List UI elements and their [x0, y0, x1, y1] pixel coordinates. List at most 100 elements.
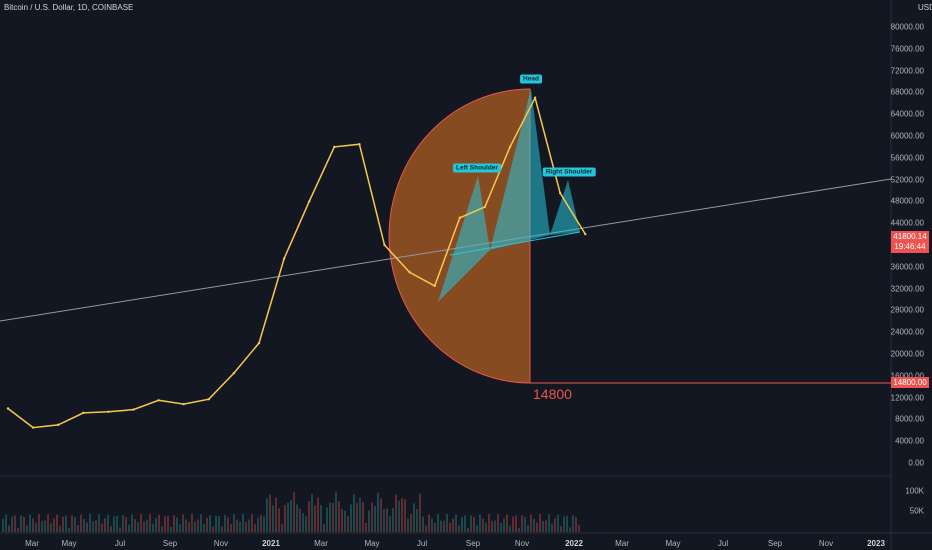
price-tick: 20000.00: [890, 349, 924, 359]
volume-bar: [551, 523, 553, 532]
price-point: [458, 216, 461, 219]
volume-bar: [359, 497, 361, 532]
price-point: [282, 257, 286, 260]
volume-bar: [194, 521, 196, 532]
volume-bar: [44, 520, 46, 532]
volume-bar: [353, 494, 355, 532]
time-tick: Mar: [615, 539, 629, 548]
volume-bar: [536, 522, 538, 532]
volume-bar: [344, 510, 346, 532]
volume-bar: [26, 525, 28, 532]
volume-bar: [431, 518, 433, 532]
volume-bar: [464, 515, 466, 532]
volume-bar: [545, 520, 547, 532]
time-tick: Jul: [114, 539, 126, 548]
volume-bar: [443, 520, 445, 532]
volume-bar: [278, 508, 280, 532]
target-label[interactable]: 14800: [533, 386, 572, 402]
volume-bar: [65, 515, 67, 532]
price-point: [6, 407, 10, 410]
price-tick: 8000.00: [895, 414, 924, 424]
volume-bar: [500, 523, 502, 532]
volume-bar: [461, 516, 463, 532]
volume-bar: [560, 525, 562, 532]
volume-bar: [56, 514, 58, 532]
volume-bar: [47, 514, 49, 532]
volume-bar: [446, 514, 448, 532]
price-tick: 80000.00: [890, 22, 924, 32]
volume-bar: [557, 514, 559, 532]
volume-bar: [101, 523, 103, 532]
time-tick: Jul: [717, 539, 729, 548]
volume-bar: [467, 527, 469, 532]
price-point: [31, 426, 35, 429]
volume-bar: [302, 513, 304, 532]
volume-bar: [410, 513, 412, 532]
volume-bar: [50, 523, 52, 532]
volume-bar: [449, 522, 451, 532]
price-tick: 64000.00: [890, 109, 924, 119]
volume-bar: [182, 514, 184, 532]
volume-bar: [197, 519, 199, 532]
volume-bar: [32, 518, 34, 532]
time-tick: Sep: [162, 539, 178, 548]
time-tick: 2021: [262, 539, 280, 548]
volume-bar: [239, 521, 241, 532]
volume-bar: [269, 494, 271, 532]
volume-bar: [110, 526, 112, 532]
volume-bar: [290, 500, 292, 532]
price-tick: 60000.00: [890, 131, 924, 141]
volume-bar: [23, 516, 25, 532]
volume-bar: [224, 514, 226, 532]
price-layer: [6, 95, 587, 429]
volume-bar: [518, 527, 520, 532]
volume-bar: [53, 518, 55, 532]
price-point: [82, 411, 85, 415]
time-tick: Nov: [514, 539, 530, 548]
time-tick: 2022: [565, 539, 583, 548]
volume-bar: [230, 524, 232, 532]
head-label[interactable]: Head: [520, 74, 542, 84]
volume-bar: [92, 521, 94, 532]
price-tick: 12000.00: [890, 393, 924, 403]
volume-bar: [485, 522, 487, 532]
price-series-line: [7, 95, 586, 429]
volume-bar: [554, 518, 556, 532]
volume-bar: [254, 524, 256, 532]
volume-bar: [233, 514, 235, 532]
price-tick: 36000.00: [890, 262, 924, 272]
volume-bar: [335, 492, 337, 532]
symbol-title[interactable]: Bitcoin / U.S. Dollar, 1D, COINBASE: [4, 3, 134, 12]
price-tick: 32000.00: [890, 284, 924, 294]
right-shoulder-label[interactable]: Right Shoulder: [542, 167, 596, 177]
volume-bar: [578, 524, 580, 532]
volume-bar: [140, 514, 142, 532]
volume-bar: [299, 508, 301, 532]
volume-bar: [281, 523, 283, 532]
volume-bar: [167, 515, 169, 532]
volume-bar: [242, 514, 244, 532]
time-tick: Nov: [818, 539, 834, 548]
currency-label[interactable]: USD: [918, 3, 932, 12]
price-point: [333, 145, 336, 149]
price-point: [533, 96, 537, 100]
price-tick: 76000.00: [890, 44, 924, 54]
volume-bar: [116, 515, 118, 532]
volume-bar: [20, 515, 22, 532]
left-shoulder-label[interactable]: Left Shoulder: [453, 163, 501, 173]
volume-bar: [386, 508, 388, 532]
volume-bar: [152, 523, 154, 532]
volume-bar: [350, 504, 352, 532]
time-tick: Mar: [25, 539, 39, 548]
trendline: [0, 178, 892, 322]
volume-bar: [527, 525, 529, 532]
price-point: [57, 423, 60, 427]
price-point: [483, 205, 487, 209]
volume-bar: [119, 527, 121, 532]
current-price-tag: 41800.14 19:46:44: [891, 231, 929, 253]
volume-bar: [356, 502, 358, 532]
volume-bar: [2, 518, 4, 532]
volume-tick-100k: 100K: [905, 486, 924, 496]
pattern-fill-head: [490, 89, 550, 250]
